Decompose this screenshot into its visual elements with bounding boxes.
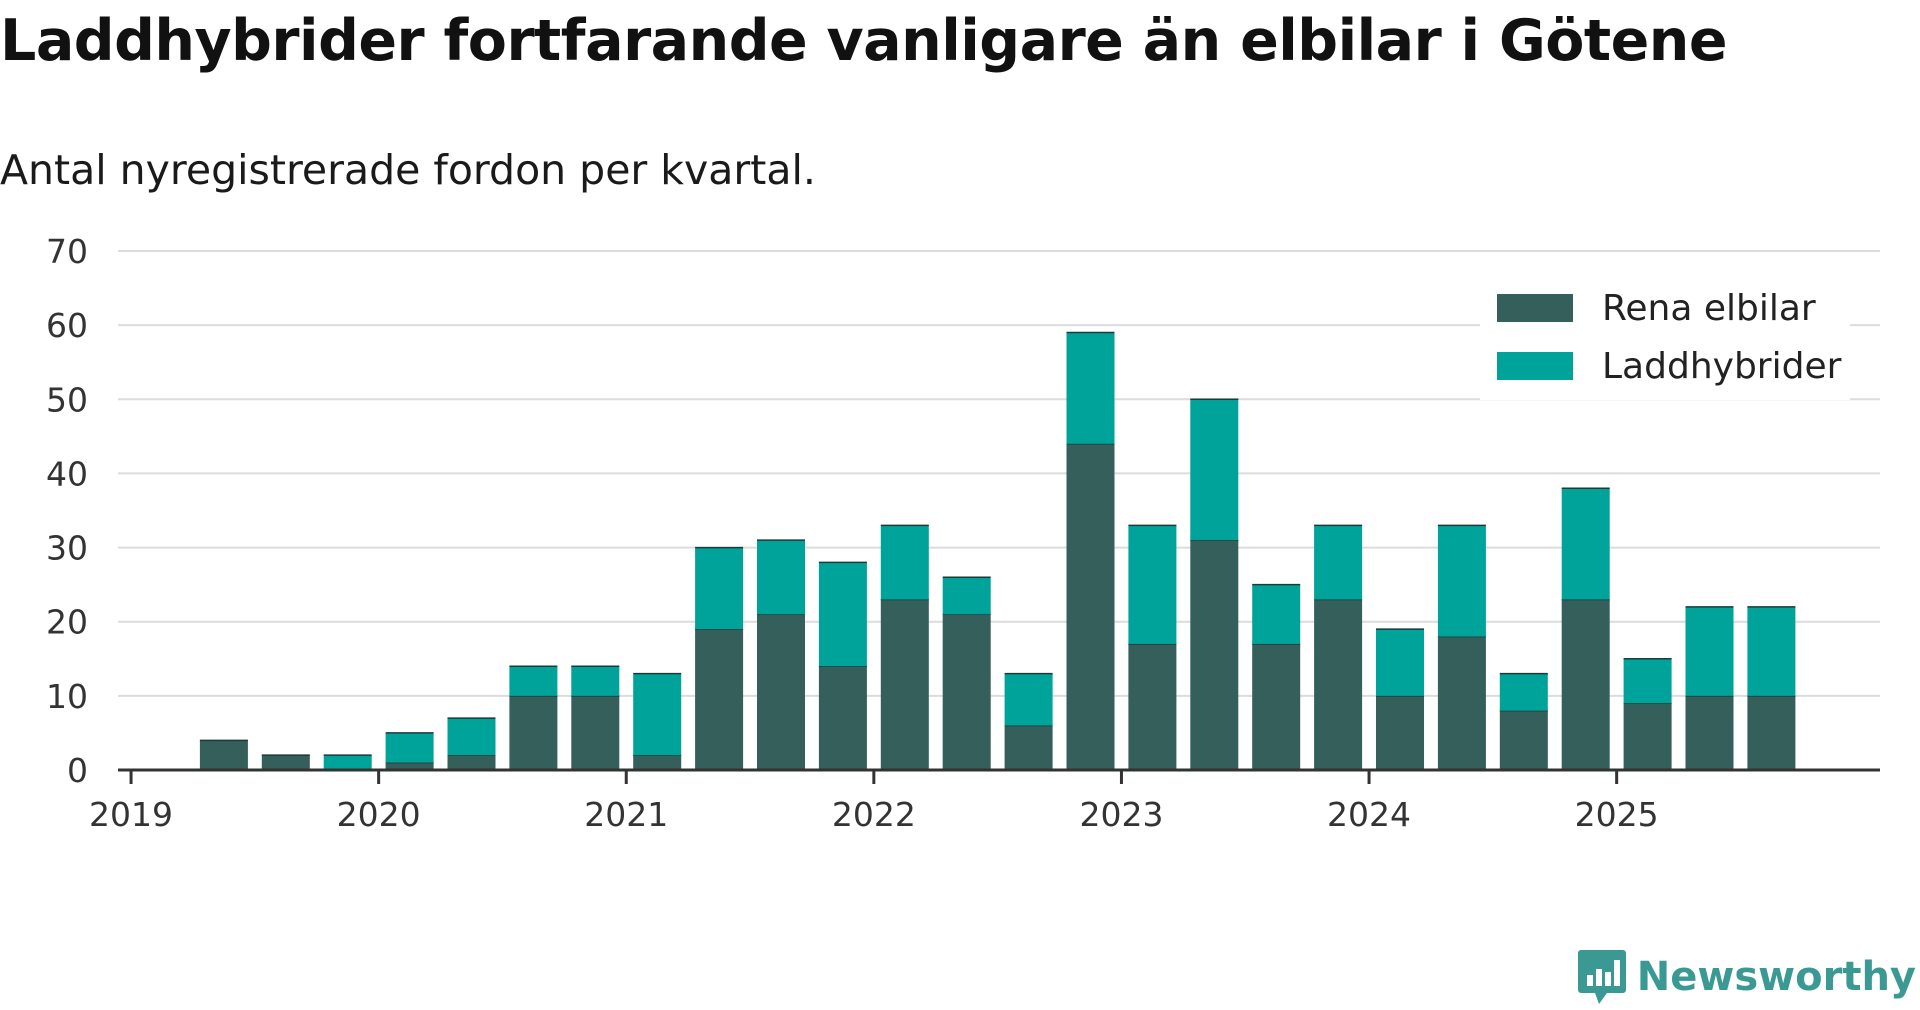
bar-laddhybrider: 2019 Q4: 2 xyxy=(323,755,372,770)
legend: Rena elbilar Laddhybrider xyxy=(1480,280,1850,400)
bar-laddhybrider: 2020 Q2: 5 xyxy=(447,718,496,756)
bar-laddhybrider: 2023 Q3: 8 xyxy=(1252,584,1301,644)
x-tick-label: 2024 xyxy=(1327,795,1411,834)
bar-laddhybrider: 2024 Q2: 15 xyxy=(1437,525,1486,637)
bar-rena-elbilar: 2023 Q2: 31 xyxy=(1190,540,1239,770)
bar-rena-elbilar: 2023 Q3: 17 xyxy=(1252,643,1301,770)
bars: 2019 Q2: 4 2019 Q3: 2 2019 Q4: 2 2020 Q1: 1… xyxy=(199,331,1796,770)
bar-laddhybrider: 2024 Q3: 5 xyxy=(1499,673,1548,711)
bar-rena-elbilar: 2025 Q3: 10 xyxy=(1747,695,1796,770)
bar-laddhybrider: 2025 Q3: 12 xyxy=(1747,606,1796,696)
bar-laddhybrider: 2021 Q2: 11 xyxy=(695,547,744,630)
x-tick-label: 2020 xyxy=(337,795,421,834)
bar-rena-elbilar: 2024 Q4: 23 xyxy=(1561,599,1610,770)
bar-rena-elbilar: 2020 Q4: 10 xyxy=(571,695,620,770)
newsworthy-logo-icon xyxy=(1577,950,1626,1004)
x-axis-ticks: 2019 2020 2021 2022 2023 2024 2025 xyxy=(89,770,1659,834)
bar-rena-elbilar: 2024 Q2: 18 xyxy=(1437,636,1486,770)
bar-rena-elbilar: 2022 Q4: 44 xyxy=(1066,443,1115,770)
bar-laddhybrider: 2024 Q4: 15 xyxy=(1561,488,1610,600)
y-tick-label: 30 xyxy=(46,529,88,568)
bar-laddhybrider: 2023 Q4: 10 xyxy=(1314,525,1363,600)
bar-rena-elbilar: 2024 Q3: 8 xyxy=(1499,710,1548,770)
chart-title: Laddhybrider fortfarande vanligare än el… xyxy=(0,8,1728,74)
bar-laddhybrider: 2021 Q3: 10 xyxy=(757,540,805,615)
bar-laddhybrider: 2022 Q4: 15 xyxy=(1066,332,1115,444)
bar-laddhybrider: 2020 Q4: 4 xyxy=(571,666,620,696)
bar-rena-elbilar: 2022 Q3: 6 xyxy=(1004,725,1053,770)
x-tick-label: 2022 xyxy=(832,795,916,834)
legend-swatch-rena-elbilar xyxy=(1497,294,1573,322)
y-tick-label: 40 xyxy=(46,454,88,493)
bar-laddhybrider: 2022 Q1: 10 xyxy=(880,525,929,600)
bar-rena-elbilar: 2024 Q1: 10 xyxy=(1376,695,1424,770)
bar-rena-elbilar: 2021 Q4: 14 xyxy=(818,666,867,770)
y-axis-ticks: 0 10 20 30 40 50 60 70 xyxy=(46,232,88,790)
y-tick-label: 60 xyxy=(46,306,88,345)
y-tick-label: 70 xyxy=(46,232,88,271)
x-tick-label: 2025 xyxy=(1575,795,1659,834)
bar-laddhybrider: 2020 Q3: 4 xyxy=(509,666,558,696)
y-tick-label: 10 xyxy=(46,677,88,716)
bar-rena-elbilar: 2025 Q1: 9 xyxy=(1623,703,1672,770)
bar-rena-elbilar: 2020 Q1: 1 xyxy=(385,762,434,770)
bar-laddhybrider: 2022 Q3: 7 xyxy=(1004,673,1053,726)
bar-rena-elbilar: 2020 Q2: 2 xyxy=(447,755,496,770)
y-tick-label: 0 xyxy=(67,751,88,790)
bar-rena-elbilar: 2025 Q2: 10 xyxy=(1685,695,1734,770)
brand-name: Newsworthy xyxy=(1636,954,1916,1000)
bar-laddhybrider: 2020 Q1: 4 xyxy=(385,732,434,763)
bar-rena-elbilar: 2021 Q2: 19 xyxy=(695,629,744,770)
chart-subtitle: Antal nyregistrerade fordon per kvartal. xyxy=(0,146,816,194)
bar-rena-elbilar: 2021 Q3: 21 xyxy=(757,614,805,770)
legend-label-laddhybrider: Laddhybrider xyxy=(1602,346,1842,387)
bar-rena-elbilar: 2023 Q4: 23 xyxy=(1314,599,1363,770)
bar-laddhybrider: 2023 Q2: 19 xyxy=(1190,399,1239,541)
bar-rena-elbilar: 2021 Q1: 2 xyxy=(633,755,682,770)
brand-logo: Newsworthy xyxy=(1577,948,1916,1006)
x-tick-label: 2023 xyxy=(1079,795,1163,834)
x-tick-label: 2021 xyxy=(584,795,668,834)
y-tick-label: 20 xyxy=(46,603,88,642)
bar-rena-elbilar: 2022 Q2: 21 xyxy=(942,614,991,770)
bar-laddhybrider: 2022 Q2: 5 xyxy=(942,577,991,615)
bar-laddhybrider: 2021 Q1: 11 xyxy=(633,673,682,756)
bar-laddhybrider: 2024 Q1: 9 xyxy=(1376,629,1424,696)
bar-laddhybrider: 2021 Q4: 14 xyxy=(818,562,867,667)
bar-rena-elbilar: 2019 Q3: 2 xyxy=(261,755,310,770)
bar-rena-elbilar: 2019 Q2: 4 xyxy=(199,740,248,770)
bar-laddhybrider: 2025 Q2: 12 xyxy=(1685,606,1734,696)
bar-rena-elbilar: 2022 Q1: 23 xyxy=(880,599,929,770)
bar-laddhybrider: 2023 Q1: 16 xyxy=(1128,525,1177,644)
bar-laddhybrider: 2025 Q1: 6 xyxy=(1623,658,1672,704)
legend-label-rena-elbilar: Rena elbilar xyxy=(1602,288,1816,329)
bar-rena-elbilar: 2020 Q3: 10 xyxy=(509,695,558,770)
x-tick-label: 2019 xyxy=(89,795,173,834)
y-tick-label: 50 xyxy=(46,380,88,419)
legend-swatch-laddhybrider xyxy=(1497,352,1573,380)
bar-rena-elbilar: 2023 Q1: 17 xyxy=(1128,643,1177,770)
